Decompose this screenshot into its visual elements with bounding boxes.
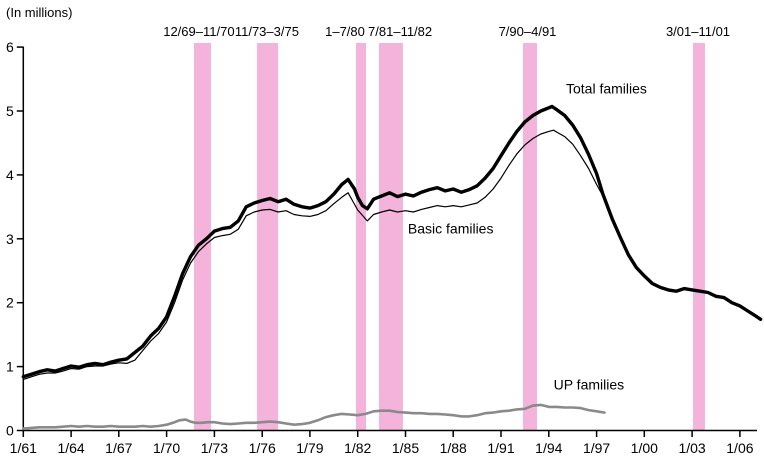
y-tick-label: 4	[6, 167, 14, 183]
recession-band	[693, 43, 705, 431]
recession-band-label: 7/90–4/91	[499, 24, 557, 39]
series-basic-families	[22, 129, 604, 380]
x-tick-label: 1/79	[296, 440, 323, 456]
recession-band-label: 12/69–11/70	[163, 24, 234, 39]
y-tick-label: 2	[6, 295, 14, 311]
x-tick-label: 1/97	[583, 440, 610, 456]
x-tick-label: 1/70	[153, 440, 180, 456]
recession-band	[379, 43, 403, 431]
series-label: Total families	[566, 81, 647, 97]
series-label: UP families	[554, 377, 625, 393]
x-tick-label: 1/00	[631, 440, 658, 456]
y-tick-label: 3	[6, 231, 14, 247]
series-label: Basic families	[408, 221, 494, 237]
x-tick-label: 1/67	[105, 440, 132, 456]
x-tick-label: 1/06	[726, 440, 753, 456]
x-tick-label: 1/03	[678, 440, 705, 456]
x-tick-label: 1/82	[344, 440, 371, 456]
x-tick-label: 1/61	[10, 440, 37, 456]
y-tick-label: 6	[6, 39, 14, 55]
series-up-families	[21, 403, 606, 430]
x-tick-label: 1/94	[535, 440, 562, 456]
recession-band	[523, 43, 537, 431]
recession-band-label: 7/81–11/82	[368, 24, 432, 39]
x-tick-label: 1/64	[57, 440, 84, 456]
recession-band	[194, 43, 211, 431]
units-label: (In millions)	[6, 5, 72, 20]
y-tick-label: 0	[6, 423, 14, 439]
x-tick-label: 1/76	[249, 440, 276, 456]
x-tick-label: 1/73	[201, 440, 228, 456]
recession-band	[257, 43, 279, 431]
series-total-families	[21, 104, 763, 379]
recession-band-label: 3/01–11/01	[666, 24, 730, 39]
x-tick-label: 1/88	[440, 440, 467, 456]
recession-band-label: 11/73–3/75	[235, 24, 299, 39]
y-tick-label: 5	[6, 103, 14, 119]
recession-band	[356, 43, 366, 431]
x-tick-label: 1/91	[487, 440, 514, 456]
recession-band-label: 1–7/80	[325, 24, 365, 39]
x-tick-label: 1/85	[392, 440, 419, 456]
y-tick-label: 1	[6, 359, 14, 375]
